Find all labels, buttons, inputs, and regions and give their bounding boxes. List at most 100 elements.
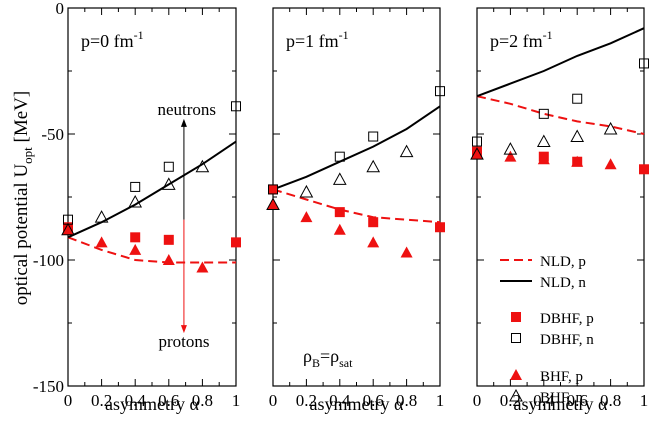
- legend-nld-n: NLD, n: [500, 275, 586, 291]
- point-dbhf-p: [334, 207, 345, 218]
- point-bhf-p: [400, 246, 413, 258]
- legend-marker: [510, 369, 522, 380]
- point-bhf-p: [504, 150, 517, 162]
- legend-marker: [511, 333, 521, 343]
- point-dbhf-p: [268, 184, 278, 195]
- point-bhf-n: [603, 121, 618, 135]
- panel-2: 0 0.2 0.4 0.6 0.8 1 asymmetry α p=1 fm-1 ρB=ρsat: [266, 7, 445, 414]
- protons-label: protons: [159, 332, 210, 351]
- point-dbhf-p: [163, 234, 174, 245]
- point-bhf-p: [571, 155, 584, 167]
- neutrons-label: neutrons: [157, 100, 216, 119]
- point-bhf-p: [333, 223, 346, 235]
- x-tick-label: 1: [640, 391, 649, 410]
- point-dbhf-n: [639, 58, 649, 69]
- x-tick-label: 1: [436, 391, 445, 410]
- point-bhf-n: [195, 159, 210, 173]
- point-dbhf-n: [268, 184, 278, 195]
- legend-label: BHF, p: [540, 369, 583, 385]
- x-tick-label: 0.4: [533, 391, 555, 410]
- rho-label-sub-b: B: [312, 356, 320, 370]
- y-axis-label-unit: [MeV]: [11, 91, 32, 147]
- protons-arrowhead: [180, 325, 187, 334]
- panel-label-sup: -1: [339, 28, 349, 42]
- series-nld-n: [476, 27, 645, 98]
- x-tick-label: 1: [232, 391, 241, 410]
- panel-label-sup: -1: [543, 28, 553, 42]
- panel-label: p=2 fm-1: [490, 28, 553, 51]
- point-bhf-p: [196, 261, 209, 273]
- point-bhf-n: [299, 184, 314, 198]
- x-tick-label: 0: [269, 391, 278, 410]
- rho-label-eq: =ρ: [320, 346, 339, 366]
- point-bhf-n: [399, 144, 414, 158]
- point-dbhf-p: [639, 164, 649, 175]
- point-bhf-n: [266, 197, 280, 211]
- x-tick-label: 0.8: [192, 391, 213, 410]
- legend: NLD, p NLD, n DBHF, p DBHF, n BHF, p BHF, n: [500, 254, 594, 406]
- point-dbhf-n: [472, 136, 482, 147]
- x-tick-label: 0.2: [91, 391, 112, 410]
- panel-label-sup: -1: [134, 28, 144, 42]
- x-tick-label: 0.6: [363, 391, 384, 410]
- panel-label-main: p=0 fm: [81, 31, 134, 51]
- point-dbhf-n: [130, 181, 141, 192]
- point-bhf-n: [536, 134, 551, 148]
- x-tick-label: 0.6: [158, 391, 179, 410]
- series-nld-p: [67, 236, 236, 264]
- point-bhf-p: [95, 236, 108, 248]
- point-bhf-n: [470, 147, 484, 160]
- point-bhf-n: [94, 210, 109, 223]
- plot-frame: [476, 7, 645, 387]
- point-bhf-p: [300, 211, 313, 223]
- point-bhf-p: [267, 198, 279, 210]
- panel-label-main: p=2 fm: [490, 31, 543, 51]
- point-bhf-n: [332, 172, 347, 185]
- point-dbhf-n: [231, 101, 241, 112]
- neutrons-arrowhead: [180, 118, 187, 127]
- panel-label: p=0 fm-1: [81, 28, 144, 51]
- legend-dbhf-p: DBHF, p: [511, 311, 594, 327]
- legend-label: BHF, n: [540, 390, 583, 406]
- point-dbhf-n: [572, 93, 583, 104]
- series-nld-p: [476, 95, 645, 135]
- y-tick-label: -50: [41, 125, 64, 144]
- point-bhf-p: [62, 223, 74, 235]
- legend-bhf-n: BHF, n: [509, 388, 583, 406]
- x-tick-label: 0.2: [296, 391, 317, 410]
- point-dbhf-n: [334, 151, 345, 162]
- x-axis-label: asymmetry α: [310, 394, 404, 414]
- rho-label-main: ρ: [303, 346, 312, 366]
- point-dbhf-p: [231, 237, 241, 248]
- point-bhf-n: [61, 222, 75, 236]
- point-bhf-n: [503, 142, 518, 155]
- point-bhf-p: [537, 153, 550, 165]
- rho-label: ρB=ρsat: [303, 346, 353, 370]
- legend-marker: [511, 312, 521, 322]
- series-nld-n: [67, 140, 237, 239]
- panel-1: 0 0.2 0.4 0.6 0.8 1 0 -50 -100 -150 asymmetry α p=0…: [33, 0, 241, 414]
- point-dbhf-p: [130, 232, 141, 243]
- legend-dbhf-n: DBHF, n: [511, 332, 594, 348]
- legend-label: DBHF, p: [540, 311, 594, 327]
- legend-label: NLD, p: [540, 254, 586, 270]
- point-dbhf-n: [435, 86, 445, 97]
- rho-label-sub-sat: sat: [339, 356, 353, 370]
- series-nld-n: [272, 105, 441, 191]
- x-tick-label: 0.4: [125, 391, 147, 410]
- y-tick-label: -100: [33, 251, 64, 270]
- y-tick-label: 0: [56, 0, 65, 18]
- x-axis-label: asymmetry α: [105, 394, 199, 414]
- x-tick-label: 0.6: [567, 391, 588, 410]
- legend-marker: [509, 388, 523, 402]
- x-tick-label: 0.8: [600, 391, 621, 410]
- panel-label-main: p=1 fm: [286, 31, 339, 51]
- x-tick-label: 0: [64, 391, 73, 410]
- point-dbhf-p: [368, 217, 379, 228]
- legend-label: DBHF, n: [540, 332, 594, 348]
- point-bhf-p: [162, 254, 175, 265]
- point-bhf-p: [367, 236, 380, 248]
